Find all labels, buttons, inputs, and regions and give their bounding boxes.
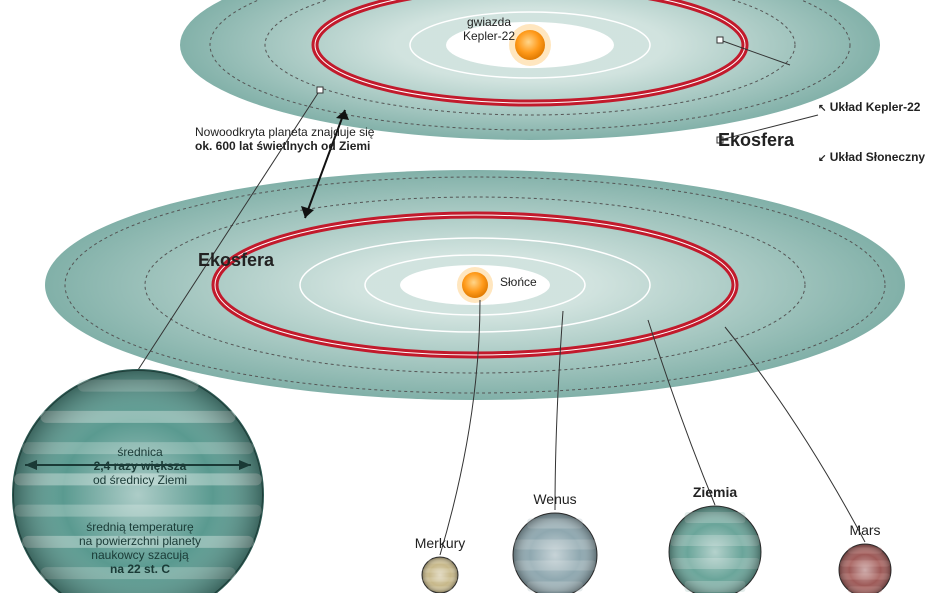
distance-annotation: Nowoodkryta planeta znajduje się ok. 600… xyxy=(195,125,445,153)
legend-solar: ↙ Układ Słoneczny xyxy=(818,150,925,164)
planet-label-merkury: Merkury xyxy=(400,535,480,551)
kepler-diameter-text: średnica 2,4 razy większa od średnicy Zi… xyxy=(60,445,220,487)
sun-icon xyxy=(462,272,488,298)
planet-label-wenus: Wenus xyxy=(515,491,595,507)
legend-kepler: ↖ Układ Kepler-22 xyxy=(818,100,920,114)
kepler-star-label: gwiazda Kepler-22 xyxy=(444,15,534,43)
leader-marker-0 xyxy=(317,87,323,93)
planet-label-mars: Mars xyxy=(825,522,905,538)
ekosfera-bottom-label: Ekosfera xyxy=(198,250,274,271)
ekosfera-top-label: Ekosfera xyxy=(718,130,794,151)
planet-label-ziemia: Ziemia xyxy=(675,484,755,500)
leader-marker-6 xyxy=(717,37,723,43)
kepler-temp-text: średnią temperaturę na powierzchni plane… xyxy=(55,520,225,576)
sun-label: Słońce xyxy=(500,275,537,289)
